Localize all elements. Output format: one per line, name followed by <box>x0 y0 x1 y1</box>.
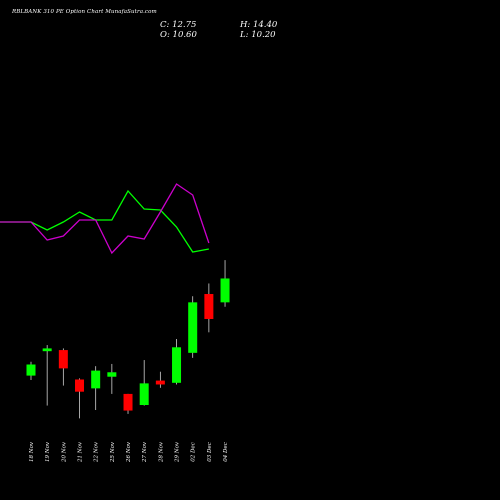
x-tick-label: 27 Nov <box>142 441 148 463</box>
candle-body-up <box>26 364 36 376</box>
low-value: L: 10.20 <box>240 30 276 40</box>
candle <box>91 366 101 411</box>
open-value: O: 10.60 <box>160 30 197 40</box>
x-tick-label: 26 Nov <box>126 441 132 463</box>
candle <box>188 296 198 358</box>
candle <box>58 348 68 386</box>
candle-body-down <box>123 393 133 411</box>
x-tick-label: 22 Nov <box>94 441 100 463</box>
x-tick-label: 25 Nov <box>110 441 116 463</box>
candle-body-up <box>172 347 182 383</box>
candle <box>107 363 117 394</box>
candle-body-up <box>220 278 230 303</box>
candle <box>155 371 165 388</box>
x-tick-label: 02 Dec <box>191 442 197 462</box>
candle-body-up <box>91 370 101 389</box>
candle <box>204 283 214 333</box>
x-tick-label: 20 Nov <box>61 441 67 463</box>
candle-body-up <box>107 372 117 377</box>
x-tick-label: 21 Nov <box>78 441 84 463</box>
indicator-line-2 <box>0 183 210 255</box>
candle-body-down <box>75 379 85 392</box>
candle-body-up <box>139 383 149 406</box>
candle <box>42 345 52 406</box>
x-tick-label: 29 Nov <box>175 441 181 463</box>
candle <box>123 393 133 414</box>
candle <box>75 378 85 419</box>
x-axis-ticks: 18 Nov 19 Nov 20 Nov 21 Nov 22 Nov 25 Nov 26 N… <box>29 441 229 463</box>
x-tick-label: 04 Dec <box>223 442 229 462</box>
candle-body-down <box>204 294 214 319</box>
chart-title: RBLBANK 310 PE Option Chart MunafaSutra.… <box>12 9 157 15</box>
close-value: C: 12.75 <box>160 20 197 30</box>
candle-body-down <box>58 350 68 369</box>
candle <box>220 260 230 307</box>
candle <box>172 338 182 385</box>
candle <box>26 361 36 381</box>
x-tick-label: 18 Nov <box>29 441 35 462</box>
high-value: H: 14.40 <box>240 20 278 30</box>
x-tick-label: 19 Nov <box>45 441 51 462</box>
indicator-line-1 <box>0 189 209 253</box>
candle <box>139 360 149 406</box>
x-tick-label: 03 Dec <box>207 442 213 462</box>
indicator-lines <box>0 183 210 255</box>
candle-body-up <box>188 302 198 353</box>
candle-body-up <box>42 348 52 352</box>
candles <box>26 260 230 419</box>
candle-body-down <box>155 380 165 385</box>
x-tick-label: 28 Nov <box>158 441 164 463</box>
